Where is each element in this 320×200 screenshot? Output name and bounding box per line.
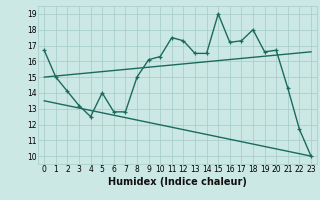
X-axis label: Humidex (Indice chaleur): Humidex (Indice chaleur) [108, 177, 247, 187]
